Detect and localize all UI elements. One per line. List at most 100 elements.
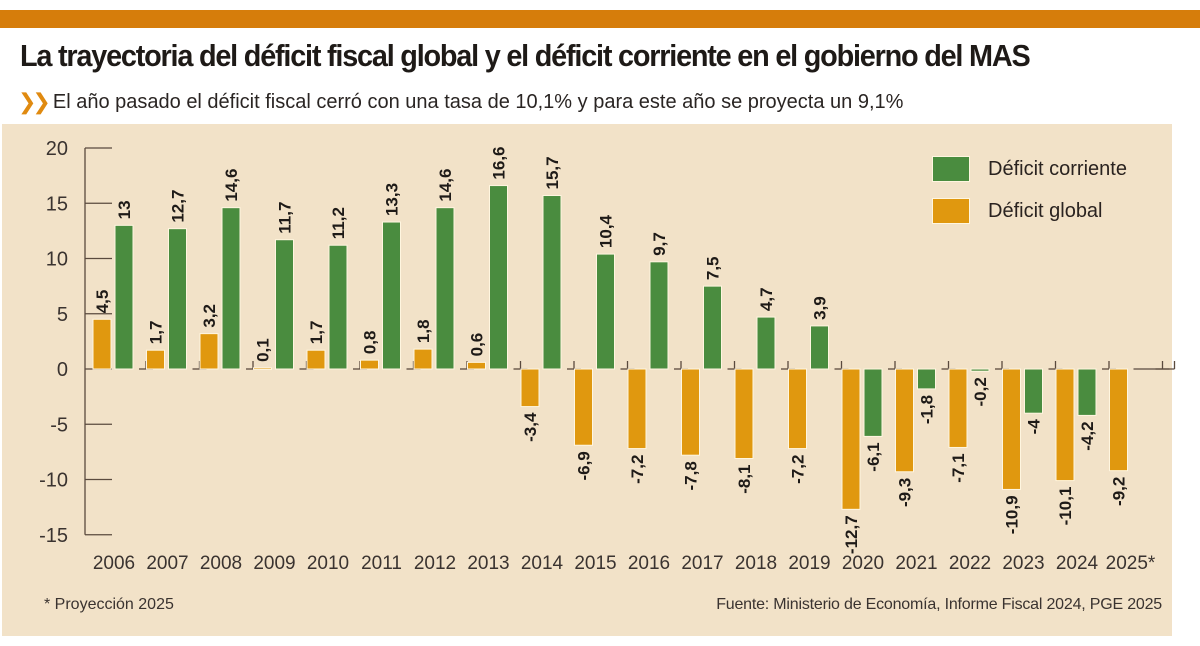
y-tick-label: -15 [39, 525, 68, 547]
legend-label-global: Déficit global [988, 199, 1103, 222]
y-tick-label: -5 [50, 414, 68, 436]
x-tick-label: 2010 [307, 553, 349, 574]
data-label: -7,2 [789, 455, 808, 484]
bar-deficit-global [1109, 368, 1128, 472]
y-tick-label: 20 [46, 138, 68, 160]
x-tick-label: 2018 [735, 553, 777, 574]
legend-swatch-global [932, 198, 970, 224]
data-label: 15,7 [543, 156, 562, 189]
y-tick-label: 0 [57, 359, 68, 381]
data-label: -4 [1025, 419, 1044, 435]
x-tick-label: 2007 [146, 553, 188, 574]
data-label: -8,1 [735, 465, 754, 494]
bar-deficit-global [520, 368, 540, 408]
chart-subtitle: ❯❯ El año pasado el déficit fiscal cerró… [18, 89, 903, 115]
data-label: -6,1 [864, 442, 883, 471]
legend-swatch-corriente [932, 156, 970, 182]
bar-deficit-corriente [596, 253, 615, 370]
bar-deficit-global [1002, 368, 1021, 490]
y-tick-label: 15 [46, 193, 68, 215]
bar-deficit-corriente [1077, 368, 1097, 416]
data-label: 11,2 [329, 207, 348, 239]
bar-deficit-corriente [917, 368, 936, 390]
legend-item-corriente: Déficit corriente [932, 148, 1127, 190]
data-label: 1,7 [307, 321, 326, 345]
bar-deficit-global [895, 368, 914, 473]
bar-deficit-corriente [328, 244, 348, 370]
data-label: 14,6 [222, 169, 241, 202]
bar-deficit-corriente [382, 221, 401, 370]
data-label: 0,8 [361, 331, 380, 355]
bar-deficit-corriente [756, 316, 776, 370]
data-label: 10,4 [597, 214, 616, 248]
data-label: -1,8 [918, 395, 937, 424]
data-label: -7,1 [949, 453, 968, 482]
accent-top-bar [0, 10, 1200, 28]
chart-title: La trayectoria del déficit fiscal global… [20, 38, 1031, 73]
data-label: 0,6 [468, 333, 487, 357]
x-tick-label: 2011 [361, 553, 402, 574]
x-tick-label: 2015 [574, 553, 616, 574]
x-tick-label: 2009 [253, 553, 295, 574]
data-label: -9,2 [1110, 477, 1129, 506]
bar-deficit-corriente [970, 368, 990, 372]
data-label: 3,9 [811, 296, 830, 320]
bar-deficit-corriente [703, 285, 722, 370]
bar-deficit-global [788, 368, 807, 450]
bar-deficit-global [413, 348, 433, 370]
bar-deficit-global [574, 368, 593, 446]
bar-deficit-corriente [168, 228, 187, 370]
bar-deficit-global [627, 368, 647, 450]
footnote-projection: * Proyección 2025 [44, 596, 174, 613]
data-label: 9,7 [650, 232, 669, 256]
bar-deficit-global [306, 349, 326, 370]
bar-deficit-corriente [221, 207, 241, 370]
bar-deficit-corriente [1024, 368, 1043, 414]
bar-deficit-global [841, 368, 861, 510]
data-label: 4,7 [757, 287, 776, 311]
x-tick-label: 2020 [842, 553, 884, 574]
bar-deficit-global [92, 318, 112, 370]
data-label: 1,8 [414, 319, 433, 343]
bar-deficit-global [146, 349, 165, 370]
bar-deficit-global [681, 368, 700, 456]
bar-deficit-corriente [649, 261, 669, 370]
bar-deficit-corriente [810, 325, 829, 370]
bar-deficit-global [360, 359, 379, 370]
x-tick-label: 2024 [1056, 553, 1099, 574]
x-tick-label: 2016 [628, 553, 670, 574]
data-label: 7,5 [704, 256, 723, 280]
y-tick-label: -10 [39, 470, 68, 492]
data-label: -10,9 [1003, 495, 1022, 534]
data-label: -9,3 [896, 478, 915, 507]
bar-deficit-global [253, 367, 272, 370]
bar-deficit-corriente [542, 195, 562, 370]
data-label: 1,7 [147, 321, 166, 345]
legend-item-global: Déficit global [932, 190, 1127, 232]
y-tick-label: 10 [46, 249, 68, 271]
bar-deficit-global [734, 368, 754, 460]
x-tick-label: 2006 [93, 553, 135, 574]
bar-deficit-corriente [275, 239, 294, 370]
data-label: 13 [115, 200, 134, 219]
data-label: 11,7 [276, 202, 295, 234]
y-tick-label: 5 [57, 304, 68, 326]
bar-deficit-global [1055, 368, 1075, 482]
x-tick-label: 2025* [1106, 553, 1156, 574]
data-label: -12,7 [842, 515, 861, 554]
data-label: -4,2 [1078, 421, 1097, 450]
x-tick-label: 2008 [200, 553, 242, 574]
subtitle-text: El año pasado el déficit fiscal cerró co… [52, 90, 904, 113]
bar-deficit-corriente [863, 368, 883, 437]
data-label: 0,1 [254, 338, 273, 362]
data-label: -6,9 [575, 451, 594, 480]
bar-deficit-global [199, 333, 219, 370]
x-tick-label: 2013 [467, 553, 509, 574]
double-chevron-right-icon: ❯❯ [18, 89, 51, 114]
data-label: -0,2 [971, 377, 990, 406]
x-tick-label: 2012 [414, 553, 456, 574]
data-label: 4,5 [93, 290, 112, 314]
data-label: 14,6 [436, 169, 455, 202]
data-label: 12,7 [169, 190, 188, 223]
